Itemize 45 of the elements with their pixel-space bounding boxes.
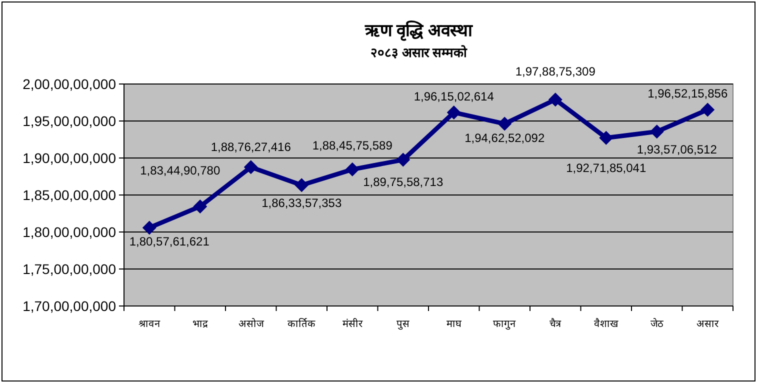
x-tick-label: असार bbox=[696, 319, 720, 330]
x-tick-label: असोज bbox=[238, 318, 264, 330]
x-tick-label: चैत्र bbox=[549, 318, 562, 330]
data-label: 1,88,45,75,589 bbox=[312, 138, 393, 152]
x-tick-label: कार्तिक bbox=[288, 318, 316, 330]
chart-subtitle: २०८३ असार सम्मको bbox=[370, 45, 468, 60]
x-tick-label: पुस bbox=[396, 319, 410, 330]
point bbox=[548, 92, 562, 107]
data-label: 1,86,33,57,353 bbox=[262, 196, 342, 210]
point bbox=[294, 178, 309, 192]
data-label: 1,96,52,15,856 bbox=[648, 86, 728, 101]
point bbox=[700, 102, 715, 117]
data-label: 1,93,57,06,512 bbox=[636, 142, 718, 157]
point bbox=[498, 116, 512, 131]
point bbox=[193, 199, 208, 214]
x-tick-label: भाद्र bbox=[192, 319, 209, 330]
point bbox=[599, 130, 614, 145]
data-label: 1,88,76,27,416 bbox=[210, 140, 292, 154]
data-label: 1,80,57,61,621 bbox=[129, 234, 210, 249]
point bbox=[345, 162, 360, 176]
x-tick-label: फागुन bbox=[493, 319, 516, 330]
x-tick-label: मंसीर bbox=[342, 318, 364, 330]
y-tick-label: 2,00,00,00,000 bbox=[22, 76, 116, 92]
x-tick-label: श्रावन bbox=[138, 319, 160, 330]
data-label: 1,92,71,85,041 bbox=[566, 160, 646, 175]
y-tick-label: 1,85,00,00,000 bbox=[22, 187, 116, 203]
data-label: 1,96,15,02,614 bbox=[414, 89, 494, 104]
x-tick-label: माघ bbox=[446, 319, 462, 330]
data-label: 1,89,75,58,713 bbox=[363, 174, 444, 189]
point bbox=[244, 160, 258, 174]
data-label: 1,94,62,52,092 bbox=[464, 130, 545, 145]
data-label: 1,97,88,75,309 bbox=[515, 64, 596, 79]
x-tick-label: जेठ bbox=[650, 318, 664, 330]
data-label: 1,83,44,90,780 bbox=[140, 163, 220, 178]
y-tick-label: 1,80,00,00,000 bbox=[22, 224, 116, 240]
y-tick-label: 1,90,00,00,000 bbox=[22, 150, 116, 166]
y-tick-label: 1,95,00,00,000 bbox=[22, 113, 116, 129]
point bbox=[396, 152, 410, 167]
chart-title: ऋण वृद्धि अवस्था bbox=[364, 20, 474, 41]
x-tick-label: वैशाख bbox=[594, 318, 620, 330]
y-tick-label: 1,75,00,00,000 bbox=[22, 261, 116, 277]
point bbox=[650, 124, 664, 139]
point bbox=[142, 220, 156, 235]
y-tick-label: 1,70,00,00,000 bbox=[22, 298, 116, 314]
point bbox=[446, 105, 461, 120]
